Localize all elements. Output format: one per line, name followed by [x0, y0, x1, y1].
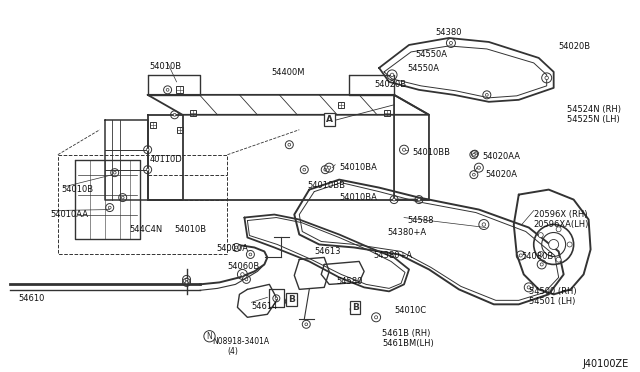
Bar	[176, 86, 183, 93]
Text: 54010B: 54010B	[175, 225, 207, 234]
Text: J40100ZE: J40100ZE	[582, 359, 629, 369]
Text: A: A	[326, 115, 333, 124]
Text: N: N	[207, 332, 212, 341]
Circle shape	[519, 254, 522, 257]
Circle shape	[147, 148, 149, 151]
Circle shape	[472, 153, 476, 156]
Text: 54524N (RH): 54524N (RH)	[566, 105, 621, 114]
Circle shape	[173, 113, 176, 116]
Text: 54550A: 54550A	[407, 64, 439, 73]
Text: 54580: 54580	[336, 278, 363, 286]
Circle shape	[122, 196, 124, 199]
Bar	[338, 102, 344, 108]
Text: 54613: 54613	[314, 247, 340, 256]
Circle shape	[374, 316, 378, 319]
Circle shape	[353, 308, 356, 311]
Text: 54380+A: 54380+A	[373, 251, 412, 260]
Text: 54010C: 54010C	[394, 306, 426, 315]
Text: 54080B: 54080B	[522, 253, 554, 262]
Circle shape	[241, 273, 244, 276]
Circle shape	[527, 286, 531, 289]
Text: 54500 (RH): 54500 (RH)	[529, 288, 577, 296]
Text: 54550A: 54550A	[415, 50, 447, 59]
Text: 54010BB: 54010BB	[307, 181, 345, 190]
Circle shape	[249, 253, 252, 256]
Text: 54020B: 54020B	[374, 80, 406, 89]
Circle shape	[147, 168, 149, 171]
Text: 54010BA: 54010BA	[339, 193, 377, 202]
Circle shape	[108, 206, 111, 209]
Bar	[150, 122, 156, 128]
Circle shape	[472, 173, 476, 176]
Text: 54501 (LH): 54501 (LH)	[529, 297, 575, 307]
Text: 54614: 54614	[252, 302, 278, 311]
Circle shape	[303, 168, 306, 171]
Text: 54380: 54380	[435, 28, 461, 37]
Text: B: B	[352, 303, 358, 312]
Circle shape	[449, 41, 452, 45]
Text: 54010BB: 54010BB	[412, 148, 450, 157]
Bar	[384, 110, 390, 116]
Circle shape	[403, 148, 406, 151]
Text: 54010B: 54010B	[150, 62, 182, 71]
Circle shape	[485, 93, 488, 96]
Circle shape	[245, 278, 248, 281]
Circle shape	[417, 198, 420, 201]
Circle shape	[275, 297, 278, 299]
Text: B: B	[288, 295, 295, 304]
Text: 54020A: 54020A	[486, 170, 518, 179]
Circle shape	[113, 171, 116, 174]
Circle shape	[328, 166, 331, 169]
Circle shape	[548, 240, 559, 250]
Text: 544C4N: 544C4N	[130, 225, 163, 234]
Circle shape	[482, 223, 486, 226]
Text: 40110D: 40110D	[150, 155, 182, 164]
Circle shape	[567, 242, 572, 247]
Text: 54525N (LH): 54525N (LH)	[566, 115, 620, 124]
Circle shape	[166, 89, 169, 91]
Text: 54010BA: 54010BA	[339, 163, 377, 171]
Text: 54020B: 54020B	[559, 42, 591, 51]
Bar	[177, 127, 182, 133]
Text: (4): (4)	[227, 347, 238, 356]
Circle shape	[288, 143, 291, 146]
Circle shape	[235, 246, 238, 249]
Circle shape	[324, 168, 326, 171]
Bar	[189, 110, 196, 116]
Text: N08918-3401A: N08918-3401A	[212, 337, 269, 346]
Circle shape	[556, 227, 561, 232]
Text: 20596XA(LH): 20596XA(LH)	[534, 219, 589, 228]
Text: 54060B: 54060B	[227, 262, 260, 272]
Circle shape	[474, 153, 476, 155]
Text: 5461BM(LH): 5461BM(LH)	[382, 339, 434, 348]
Text: 54610: 54610	[18, 294, 44, 303]
Circle shape	[185, 281, 188, 284]
Circle shape	[477, 166, 481, 169]
Circle shape	[538, 251, 543, 256]
Circle shape	[390, 73, 394, 77]
Text: 54010A: 54010A	[216, 244, 248, 253]
Bar	[58, 155, 227, 254]
Text: 54010AA: 54010AA	[50, 209, 88, 219]
Text: 54020AA: 54020AA	[483, 152, 521, 161]
Circle shape	[556, 257, 561, 262]
Circle shape	[305, 323, 308, 326]
Circle shape	[288, 300, 291, 303]
Circle shape	[393, 198, 396, 201]
Text: 20596X (RH): 20596X (RH)	[534, 209, 588, 219]
Circle shape	[540, 263, 543, 266]
Text: 54380+A: 54380+A	[387, 228, 426, 237]
Text: 54010B: 54010B	[62, 185, 94, 193]
Text: 54588: 54588	[407, 215, 433, 225]
Circle shape	[538, 232, 543, 238]
Circle shape	[545, 76, 548, 80]
Circle shape	[185, 278, 188, 281]
Text: 54400M: 54400M	[271, 68, 305, 77]
Text: 5461B (RH): 5461B (RH)	[382, 329, 431, 338]
